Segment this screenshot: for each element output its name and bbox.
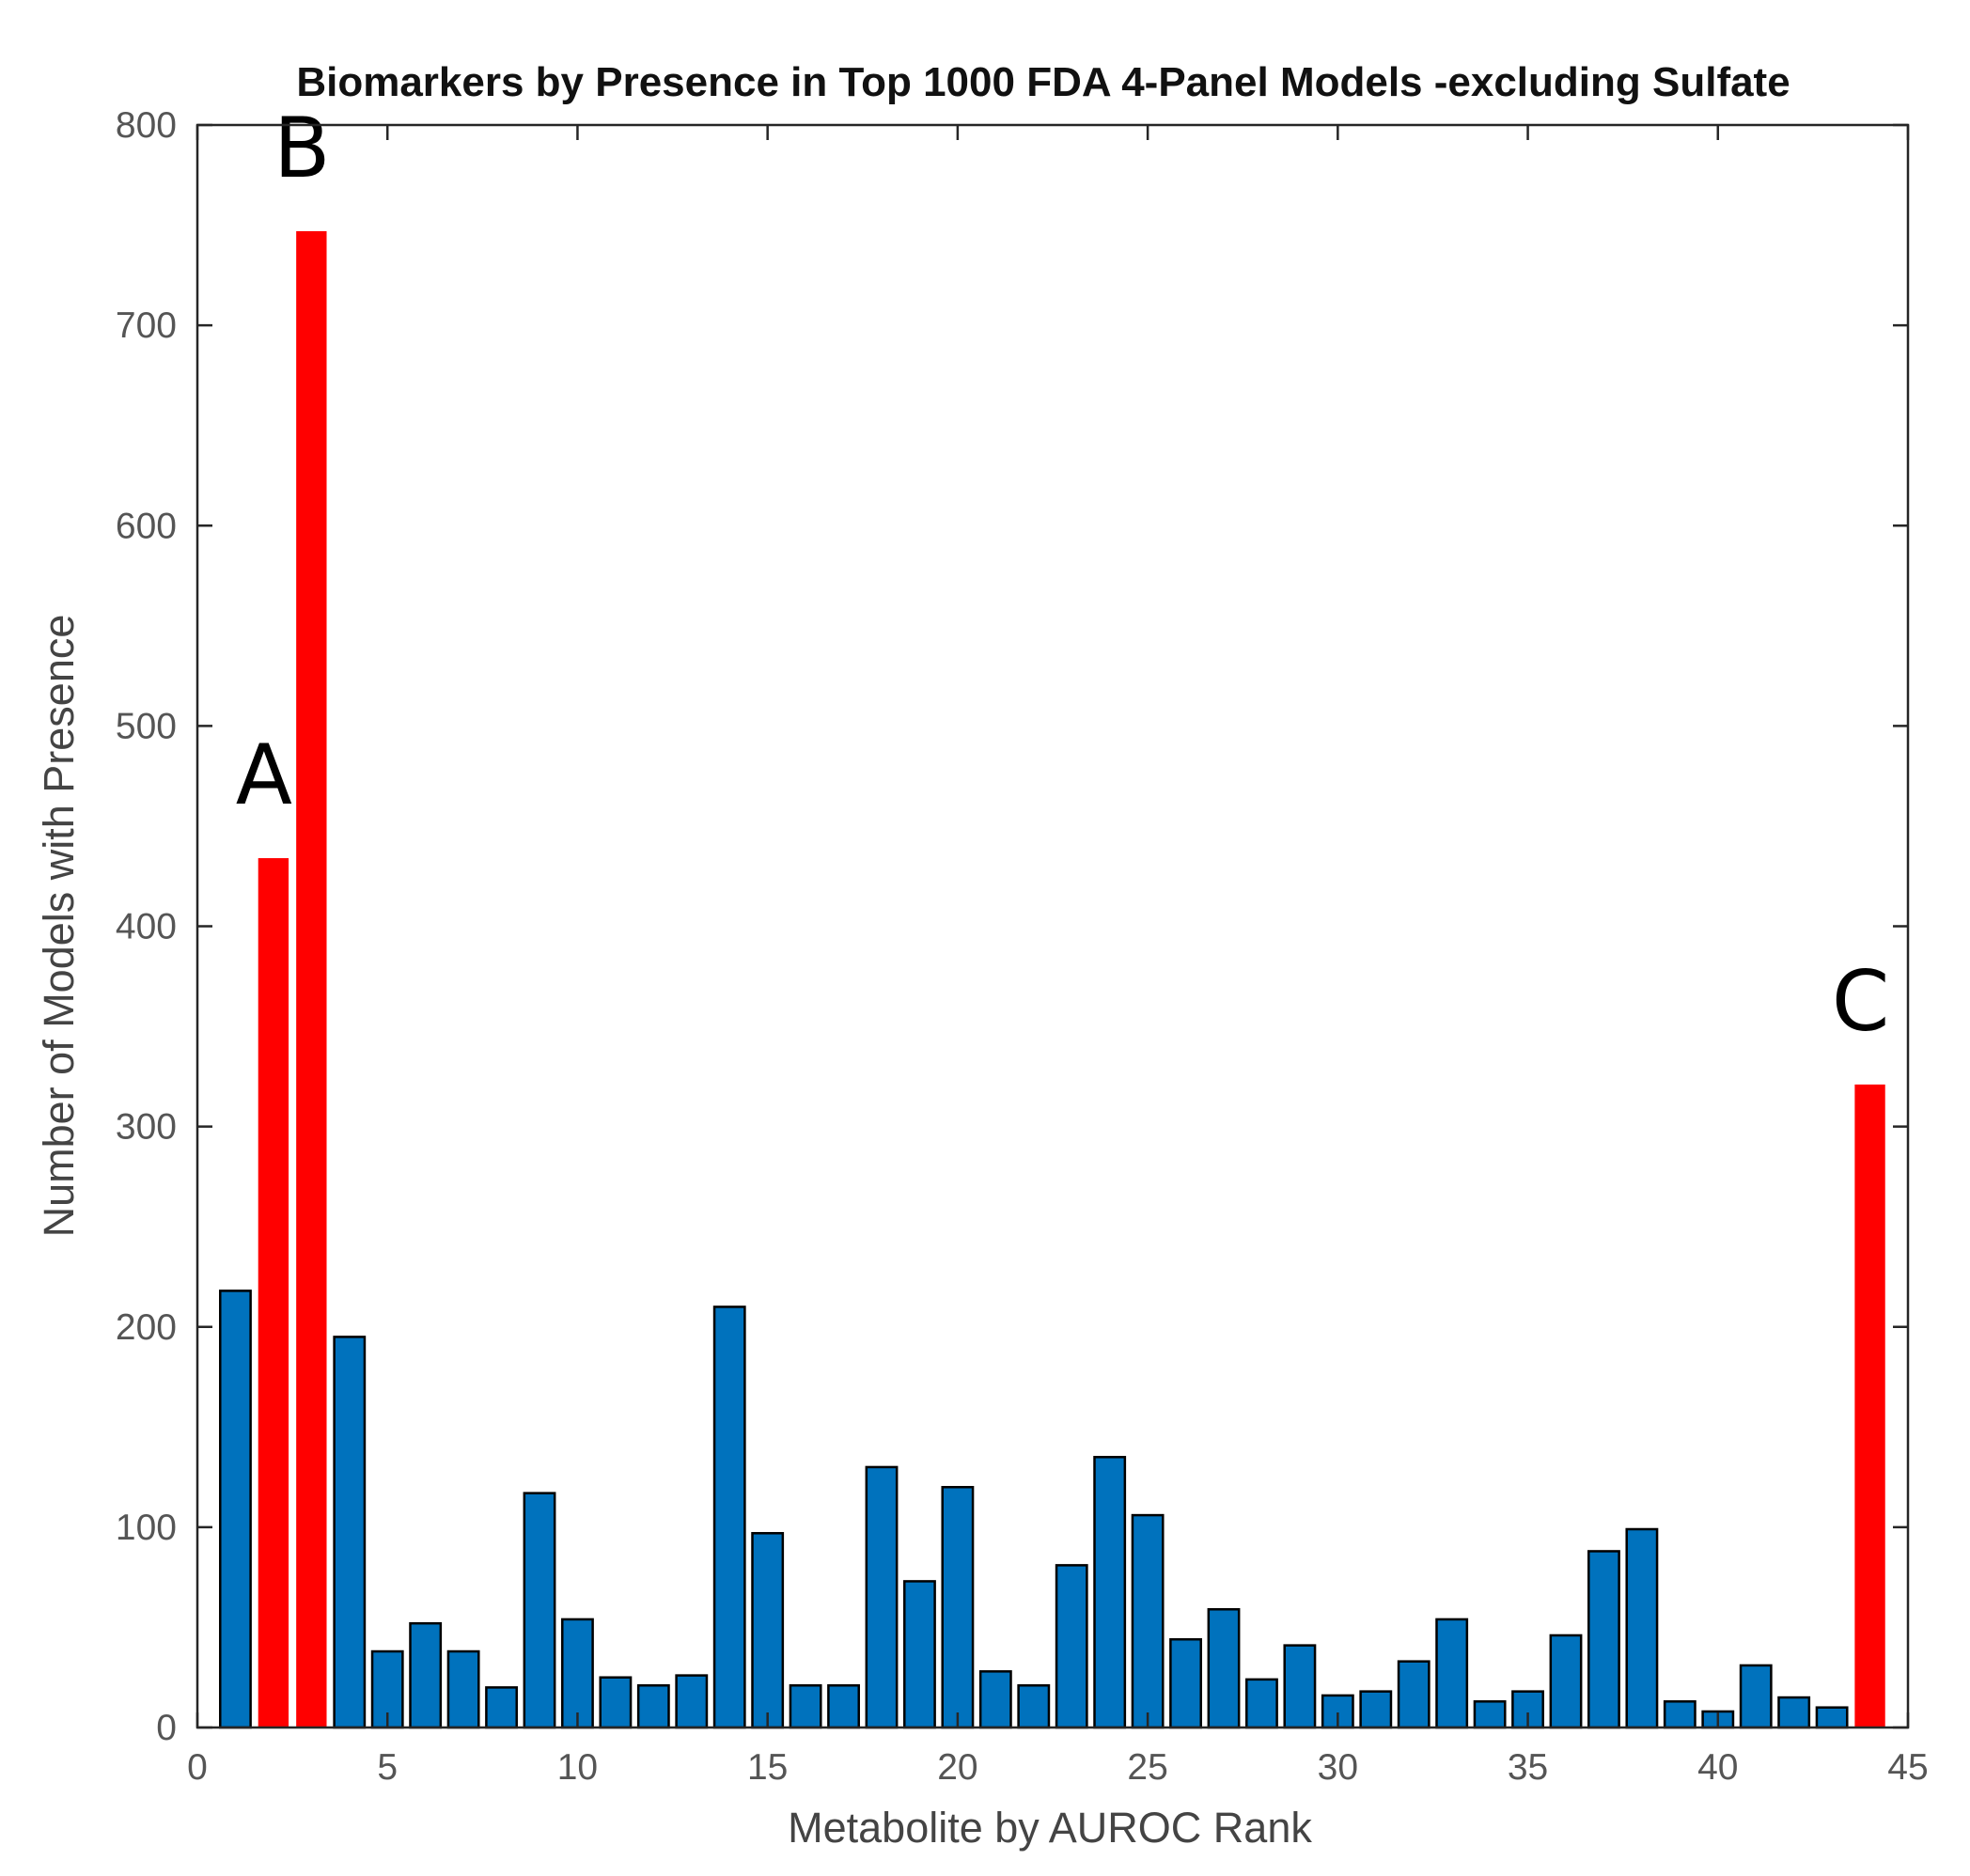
bar-10 — [561, 1618, 594, 1729]
x-tick-label: 35 — [1508, 1747, 1548, 1788]
bar-17 — [827, 1683, 860, 1729]
y-tick-label: 600 — [116, 506, 177, 546]
bar-8 — [485, 1686, 518, 1729]
bar-7 — [446, 1649, 480, 1729]
bar-37 — [1587, 1550, 1620, 1729]
bar-41 — [1739, 1664, 1773, 1729]
bar-4 — [333, 1336, 367, 1729]
bar-16 — [789, 1683, 822, 1729]
bar-20 — [941, 1486, 975, 1729]
annotation-A: A — [236, 727, 292, 823]
x-tick-label: 45 — [1887, 1747, 1928, 1788]
x-axis-label: Metabolite by AUROC Rank — [788, 1804, 1312, 1852]
bar-27 — [1207, 1608, 1241, 1729]
bar-29 — [1283, 1644, 1317, 1729]
x-tick-label: 30 — [1318, 1747, 1358, 1788]
bar-3 — [296, 230, 327, 1727]
x-tick-label: 0 — [187, 1747, 208, 1788]
x-tick-label: 5 — [377, 1747, 398, 1788]
y-tick-label: 100 — [116, 1508, 177, 1548]
bar-19 — [903, 1580, 936, 1729]
y-tick-labels: 0 100 200 300 400 500 600 700 800 — [116, 105, 177, 1748]
bar-15 — [751, 1532, 785, 1729]
x-tick-labels: 0 5 10 15 20 25 30 35 40 45 — [187, 1747, 1929, 1788]
y-tick-label: 300 — [116, 1107, 177, 1148]
bar-9 — [523, 1492, 556, 1729]
bar-21 — [978, 1670, 1012, 1729]
x-tick-label: 10 — [557, 1747, 598, 1788]
x-tick-label: 15 — [747, 1747, 788, 1788]
x-tick-label: 25 — [1127, 1747, 1167, 1788]
bar-6 — [409, 1621, 443, 1729]
bar-34 — [1473, 1700, 1507, 1729]
y-tick-label: 400 — [116, 907, 177, 947]
bar-32 — [1397, 1660, 1431, 1729]
chart-title: Biomarkers by Presence in Top 1000 FDA 4… — [296, 59, 1790, 105]
bar-13 — [675, 1674, 709, 1729]
bar-33 — [1435, 1618, 1469, 1729]
bar-43 — [1815, 1706, 1849, 1729]
bar-23 — [1055, 1564, 1088, 1729]
x-tick-label: 40 — [1697, 1747, 1738, 1788]
plot-area-frame — [195, 123, 1910, 1729]
bar-31 — [1359, 1690, 1393, 1729]
bar-1 — [219, 1290, 252, 1729]
bar-25 — [1131, 1513, 1165, 1729]
bar-12 — [636, 1683, 670, 1729]
bar-36 — [1549, 1634, 1583, 1729]
bar-38 — [1625, 1527, 1659, 1729]
bar-28 — [1245, 1678, 1278, 1729]
y-tick-label: 800 — [116, 105, 177, 146]
annotation-C: C — [1832, 953, 1889, 1050]
bar-24 — [1093, 1456, 1127, 1729]
bar-42 — [1777, 1696, 1811, 1729]
bars-group — [219, 230, 1885, 1729]
bar-2 — [258, 858, 289, 1727]
y-axis-label: Number of Models with Presence — [35, 615, 83, 1238]
y-tick-label: 0 — [156, 1708, 177, 1748]
annotation-B: B — [274, 100, 330, 196]
y-tick-label: 700 — [116, 305, 177, 346]
y-tick-label: 200 — [116, 1307, 177, 1348]
bar-44 — [1854, 1084, 1885, 1727]
bar-18 — [865, 1465, 899, 1729]
x-tick-label: 20 — [937, 1747, 977, 1788]
annotations-group: A B C — [236, 100, 1889, 1050]
bar-26 — [1169, 1637, 1202, 1729]
axis-ticks — [195, 123, 1910, 1729]
bar-11 — [599, 1676, 633, 1729]
bar-22 — [1017, 1683, 1051, 1729]
y-tick-label: 500 — [116, 706, 177, 746]
bar-39 — [1663, 1700, 1696, 1729]
bar-14 — [712, 1305, 746, 1729]
